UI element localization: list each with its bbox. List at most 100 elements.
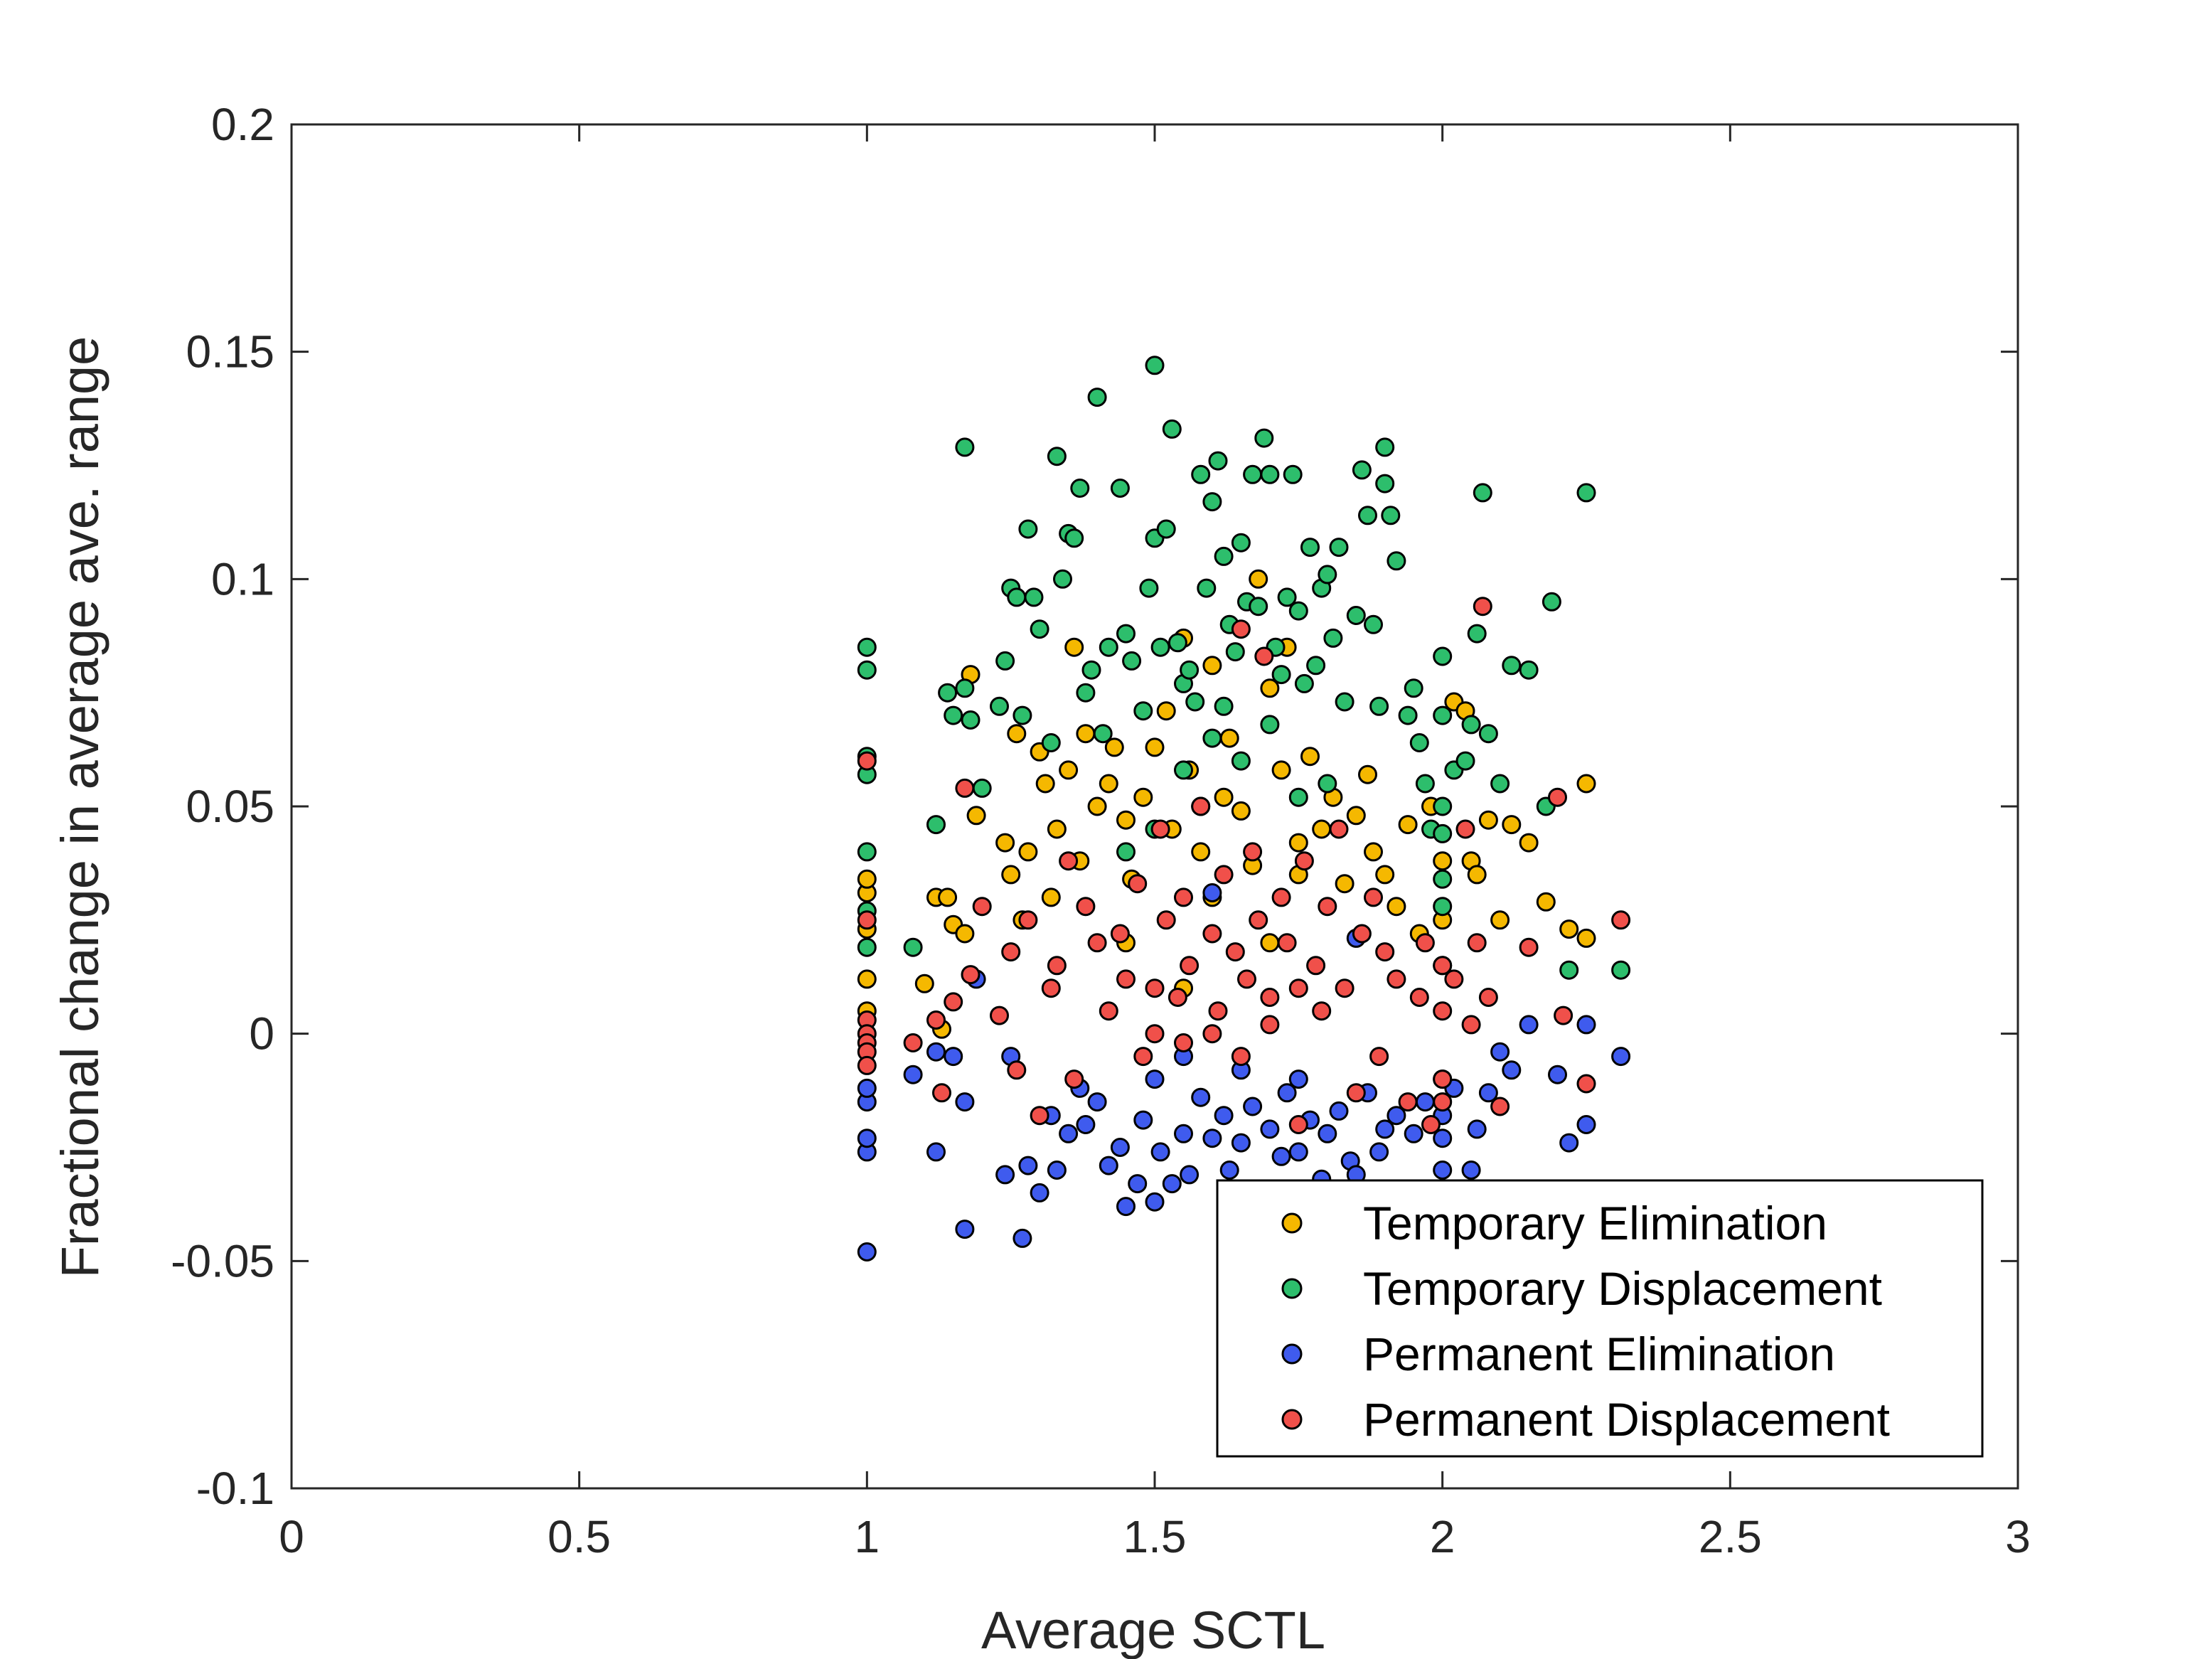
data-point: [1162, 1174, 1182, 1194]
data-point: [1047, 1161, 1067, 1180]
data-point: [857, 842, 877, 862]
data-point: [1133, 1047, 1153, 1067]
y-tick-label: -0.1: [196, 1463, 274, 1514]
data-point: [1185, 692, 1205, 712]
data-point: [972, 897, 992, 917]
data-point: [1288, 601, 1308, 621]
series-temporary-elimination: [857, 569, 1596, 1039]
data-point: [1433, 897, 1453, 917]
data-point: [1433, 1092, 1453, 1112]
data-point: [1559, 1133, 1579, 1153]
data-point: [1375, 865, 1395, 885]
data-point: [1478, 1083, 1498, 1103]
data-point: [1288, 1115, 1308, 1134]
data-point: [1288, 1069, 1308, 1089]
data-point: [1433, 869, 1453, 889]
scatter-points: [857, 356, 1631, 1261]
data-point: [1214, 546, 1234, 566]
data-point: [1473, 597, 1492, 617]
data-point: [944, 992, 963, 1012]
data-point: [1404, 678, 1423, 698]
data-point: [1202, 924, 1222, 944]
data-point: [1145, 978, 1165, 998]
data-point: [1243, 1097, 1263, 1116]
data-point: [1369, 1142, 1389, 1162]
data-point: [1116, 969, 1136, 989]
data-point: [1076, 724, 1096, 744]
data-point: [1375, 474, 1395, 494]
data-point: [944, 705, 963, 725]
data-point: [1467, 933, 1487, 953]
y-tick-label: 0: [249, 1008, 274, 1060]
data-point: [1231, 1047, 1251, 1067]
data-point: [1364, 614, 1383, 634]
data-point: [1260, 1119, 1280, 1139]
data-point: [1087, 933, 1107, 953]
data-point: [1559, 919, 1579, 939]
data-point: [1548, 787, 1567, 807]
data-point: [1409, 733, 1429, 752]
data-point: [1243, 842, 1263, 862]
data-point: [1047, 447, 1067, 466]
data-point: [995, 651, 1015, 671]
data-point: [1381, 506, 1401, 526]
data-point: [1133, 1110, 1153, 1130]
data-point: [1202, 883, 1222, 902]
data-point: [1099, 637, 1118, 657]
y-tick-label: -0.05: [171, 1235, 274, 1286]
data-point: [1542, 592, 1561, 612]
data-point: [1461, 715, 1481, 735]
data-point: [1145, 1192, 1165, 1212]
data-point: [1433, 705, 1453, 725]
data-point: [1335, 874, 1355, 894]
data-point: [1329, 1101, 1349, 1121]
data-point: [1369, 1047, 1389, 1067]
data-point: [1433, 1161, 1453, 1180]
data-point: [1018, 842, 1038, 862]
data-point: [1202, 1129, 1222, 1148]
data-point: [1260, 988, 1280, 1007]
data-point: [1461, 1161, 1481, 1180]
data-point: [1502, 815, 1522, 835]
data-point: [1150, 637, 1170, 657]
data-point: [1467, 1119, 1487, 1139]
data-point: [1455, 819, 1475, 839]
data-point: [1490, 774, 1510, 794]
data-point: [1455, 751, 1475, 771]
data-point: [1433, 1069, 1453, 1089]
data-point: [1318, 774, 1337, 794]
data-point: [1312, 1001, 1332, 1021]
data-point: [1467, 865, 1487, 885]
series-permanent-displacement: [857, 597, 1631, 1134]
data-point: [1364, 842, 1383, 862]
data-point: [1576, 928, 1596, 948]
data-point: [1076, 897, 1096, 917]
data-point: [1329, 538, 1349, 558]
data-point: [1059, 851, 1079, 871]
y-tick-label: 0.1: [211, 553, 274, 604]
data-point: [1110, 1138, 1130, 1157]
data-point: [944, 1047, 963, 1067]
data-point: [1288, 833, 1308, 853]
data-point: [955, 778, 975, 798]
data-point: [1375, 1119, 1395, 1139]
data-point: [1007, 724, 1027, 744]
data-point: [1386, 897, 1406, 917]
data-point: [1461, 1015, 1481, 1035]
data-point: [1180, 956, 1199, 976]
data-point: [1433, 956, 1453, 976]
data-point: [1150, 1142, 1170, 1162]
data-point: [1231, 533, 1251, 553]
data-point: [1191, 842, 1211, 862]
data-point: [1409, 988, 1429, 1007]
data-point: [1260, 933, 1280, 953]
data-point: [1536, 892, 1556, 912]
data-point: [1346, 1083, 1366, 1103]
data-point: [1386, 1106, 1406, 1126]
data-point: [1277, 1083, 1297, 1103]
data-point: [1283, 464, 1303, 484]
data-point: [1576, 1015, 1596, 1035]
data-point: [932, 1083, 951, 1103]
data-point: [1433, 823, 1453, 843]
data-point: [1329, 819, 1349, 839]
